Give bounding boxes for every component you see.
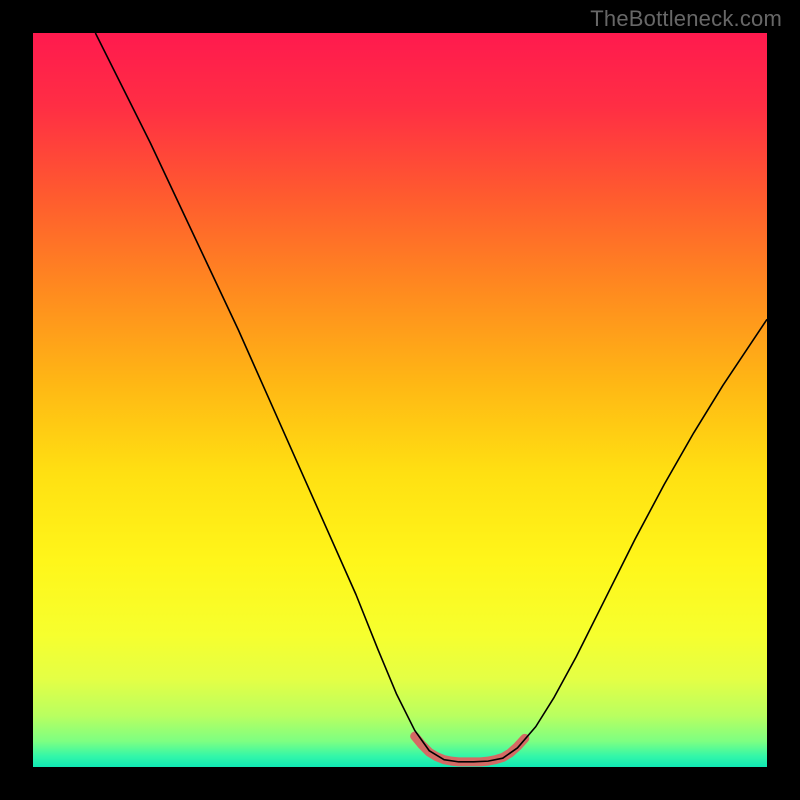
bottleneck-curve-chart <box>33 33 767 767</box>
gradient-background <box>33 33 767 767</box>
plot-area <box>33 33 767 767</box>
chart-frame: TheBottleneck.com <box>0 0 800 800</box>
watermark-text: TheBottleneck.com <box>590 6 782 32</box>
